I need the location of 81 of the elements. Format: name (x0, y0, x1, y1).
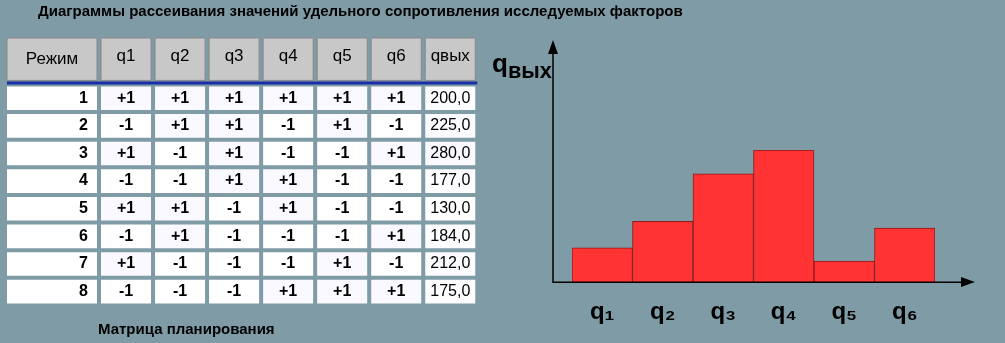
x-tick-label: q₆ (891, 297, 918, 325)
data-label: -1 (118, 116, 134, 134)
y-tick-label: 6 (79, 226, 89, 244)
y-tick-label: 3 (79, 143, 89, 161)
data-label: 225,0 (430, 116, 471, 134)
data-label: +1 (116, 88, 136, 106)
data-label: +1 (224, 116, 244, 134)
data-label: -1 (335, 143, 350, 161)
data-label: -1 (172, 281, 188, 299)
x-tick-label: q5 (332, 45, 352, 65)
data-label: 200,0 (430, 88, 471, 106)
y-tick-label: 7 (79, 254, 89, 272)
data-label: -1 (118, 171, 134, 189)
y-tick-label: 2 (79, 116, 89, 134)
x-tick-label: q6 (386, 45, 406, 65)
data-label: +1 (116, 199, 136, 217)
x-tick-label: q₃ (710, 297, 737, 325)
data-label: 280,0 (430, 143, 471, 161)
data-label: +1 (170, 88, 190, 106)
x-axis-title: Матрица планирования (98, 320, 275, 337)
data-label: 184,0 (430, 226, 471, 244)
data-label: +1 (387, 281, 406, 299)
data-label: -1 (172, 143, 188, 161)
data-label: +1 (224, 88, 244, 106)
data-label: +1 (333, 281, 352, 299)
data-label: -1 (172, 254, 188, 272)
data-label: +1 (224, 143, 244, 161)
data-label: -1 (335, 199, 350, 217)
x-tick-label: q₁ (589, 297, 615, 325)
data-label: +1 (387, 143, 406, 161)
x-tick-label: q3 (224, 45, 244, 65)
data-label: -1 (118, 281, 134, 299)
chart-title: Диаграммы рассеивания значений удельного сопротивления исследуемых факторов (38, 2, 684, 19)
data-label: +1 (333, 254, 352, 272)
x-tick-label: q₂ (650, 297, 676, 325)
x-tick-label: q₅ (831, 297, 858, 325)
data-label: -1 (226, 199, 242, 217)
data-label: -1 (389, 199, 404, 217)
data-label: +1 (116, 254, 136, 272)
data-label: +1 (279, 171, 298, 189)
data-label: -1 (335, 226, 350, 244)
data-label: +1 (224, 171, 244, 189)
data-label: -1 (335, 171, 350, 189)
x-tick-label: qвых (430, 45, 471, 65)
x-tick-label: q₄ (770, 297, 797, 325)
data-label: +1 (116, 143, 136, 161)
data-label: -1 (389, 254, 404, 272)
data-label: -1 (281, 116, 296, 134)
data-label: +1 (387, 226, 406, 244)
x-tick-label: q2 (170, 45, 190, 65)
data-label: -1 (226, 254, 242, 272)
data-label: 175,0 (430, 281, 471, 299)
data-label: 130,0 (430, 199, 471, 217)
data-label: +1 (279, 281, 298, 299)
data-label: +1 (170, 116, 190, 134)
data-label: +1 (170, 199, 190, 217)
y-axis-title: q$_{вых}$ (492, 48, 552, 85)
data-label: -1 (281, 254, 296, 272)
data-label: -1 (226, 226, 242, 244)
data-label: -1 (281, 143, 296, 161)
y-tick-label: 4 (79, 171, 89, 189)
y-tick-label: 5 (79, 199, 89, 217)
data-label: +1 (387, 88, 406, 106)
data-label: +1 (279, 199, 298, 217)
x-tick-label: q4 (278, 45, 298, 65)
data-label: +1 (333, 116, 352, 134)
data-label: +1 (333, 88, 352, 106)
data-label: -1 (389, 171, 404, 189)
data-label: -1 (118, 226, 134, 244)
data-label: -1 (226, 281, 242, 299)
data-label: +1 (170, 226, 190, 244)
data-label: 177,0 (430, 171, 471, 189)
y-tick-label: 8 (79, 281, 89, 299)
x-tick-label: q1 (116, 45, 136, 65)
data-label: -1 (281, 226, 296, 244)
y-tick-label: 1 (79, 88, 89, 106)
data-label: +1 (279, 88, 298, 106)
y-axis-title: Режим (25, 48, 79, 68)
data-label: 212,0 (430, 254, 471, 272)
data-label: -1 (172, 171, 188, 189)
data-label: -1 (389, 116, 404, 134)
